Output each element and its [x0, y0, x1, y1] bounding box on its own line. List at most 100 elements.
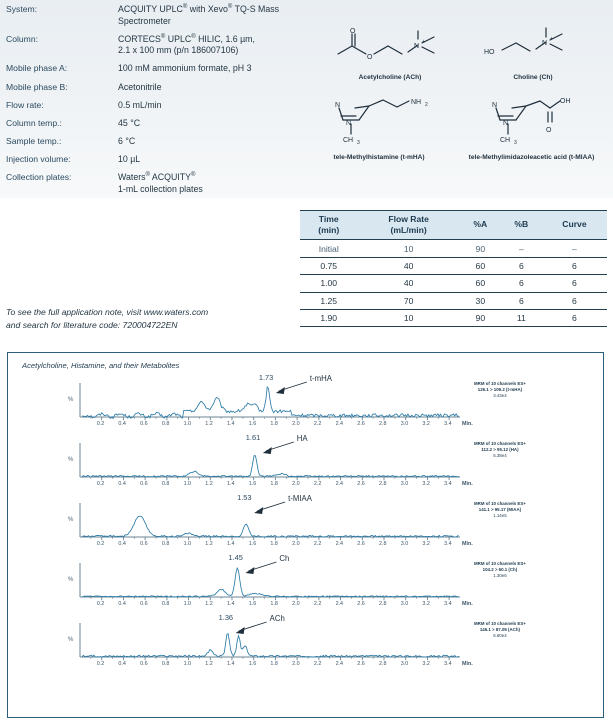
trace-plot-svg	[79, 381, 460, 421]
svg-text:OH: OH	[560, 98, 571, 105]
peak-retention-time-label: 1.73	[258, 373, 274, 382]
mrm-annotation-line: MRM of 10 channels ES+	[474, 561, 526, 566]
parameter-row: Injection volume: 10 µL	[6, 154, 306, 166]
x-axis-tick-label: 2.0	[292, 661, 300, 667]
x-axis-tick-label: 3.2	[422, 661, 430, 667]
x-axis-tick-label: 2.4	[335, 421, 344, 427]
x-axis-tick-label: 1.6	[248, 601, 257, 607]
parameters-list: System: ACQUITY UPLC® with Xevo® TQ-S Mas…	[6, 4, 306, 202]
parameter-row: Column: CORTECS® UPLC® HILIC, 1.6 µm, 2.1 …	[6, 34, 306, 57]
parameter-label: Mobile phase A:	[6, 63, 68, 74]
table-row: Initial 10 90– –	[300, 239, 607, 258]
column-header: Flow Rate (mL/min)	[357, 209, 460, 241]
x-axis-tick-label: 3.2	[422, 601, 430, 607]
svg-text:2: 2	[425, 102, 428, 108]
svg-text:+: +	[550, 36, 553, 42]
table-cell: 6	[541, 257, 607, 276]
trace-plot-svg	[79, 501, 460, 541]
structure-choline: HO N + Choline (Ch)	[468, 26, 598, 84]
parameter-label: Mobile phase B:	[6, 81, 68, 92]
peak-retention-time-label: 1.61	[245, 433, 261, 442]
table-cell: 70	[357, 292, 460, 310]
chromatogram-trace: % 1.73 t-mHA 0.2 0.4 0.6 0.8 1.0 1.2 1.4 1.6 1.8 2.0…	[8, 371, 605, 431]
x-axis-tick-label: 0.2	[96, 421, 105, 427]
choline-skeletal-icon: HO N +	[484, 27, 563, 56]
x-axis-tick-label: 0.4	[118, 421, 126, 427]
chemical-structures-group: O O N + Acetylcholine (ACh) HO N	[300, 22, 613, 177]
x-axis-tick-label: 2.8	[379, 541, 387, 547]
y-axis-label: %	[68, 577, 74, 583]
y-axis-label: %	[68, 517, 74, 523]
column-header-unit: (min)	[318, 224, 340, 235]
annotation-arrow-icon	[235, 627, 245, 634]
mrm-annotation-line: 141.1 > 95.17 (MIAA)	[478, 506, 522, 512]
compound-label: Ch	[279, 554, 290, 563]
parameter-value-line-1: CORTECS® UPLC® HILIC, 1.6 µm,	[118, 33, 255, 44]
trace-line	[82, 386, 459, 419]
x-axis-tick-label: 2.8	[379, 421, 387, 427]
x-axis-tick-label: 3.2	[422, 421, 430, 427]
annotation-arrow-icon	[262, 447, 272, 454]
x-axis-tick-label: 2.2	[313, 661, 322, 667]
x-axis-tick-label: 1.6	[248, 661, 257, 667]
column-header: %A	[459, 209, 501, 241]
y-axis-label: %	[68, 637, 74, 643]
parameter-value: 45 °C	[118, 118, 140, 130]
x-axis-tick-label: 0.2	[96, 541, 105, 547]
x-axis-tick-label: 3.0	[400, 481, 409, 487]
registered-mark: ®	[182, 4, 188, 11]
x-axis-tick-label: 1.8	[270, 421, 278, 427]
table-cell: 0.75	[300, 257, 358, 276]
x-axis-tick-label: 1.2	[205, 601, 213, 607]
x-axis-tick-label: 0.6	[140, 541, 148, 547]
gradient-table-body: Initial 10 90– –0.75 40 60 6 6 1.00 40 60 6 6 1.25 70 3…	[300, 239, 607, 328]
x-axis-tick-label: 0.8	[161, 481, 170, 487]
chromatogram-trace: % 1.61 HA 0.2 0.4 0.6 0.8 1.0 1.2 1.4 1.6 1.8 2.0 2.2…	[8, 431, 605, 491]
x-axis-tick-label: 1.8	[270, 481, 278, 487]
column-header-title: %B	[514, 219, 529, 230]
peak-retention-time-label: 1.45	[228, 553, 243, 562]
svg-text:CH: CH	[343, 137, 353, 144]
mrm-annotation-line: 6.60e4	[493, 632, 507, 638]
x-axis-unit-label: Min.	[462, 661, 473, 667]
parameter-value-line-1: ACQUITY UPLC® with Xevo® TQ-S Mass Spect…	[118, 4, 280, 26]
mrm-channel-annotation: MRM of 10 channels ES+ 126.1 > 109.2 (t-m…	[474, 381, 526, 398]
x-axis-tick-label: 2.0	[292, 481, 300, 487]
trace-line	[81, 455, 459, 478]
table-cell: 60	[459, 257, 501, 276]
x-axis-tick-label: 1.2	[205, 541, 213, 547]
x-axis-tick-label: 0.2	[96, 601, 105, 607]
x-axis-tick-label: 0.6	[140, 601, 148, 607]
table-cell: 1.25	[300, 292, 358, 310]
table-cell: 90	[459, 239, 501, 258]
x-axis-tick-label: 0.4	[118, 481, 126, 487]
x-axis-tick-label: 0.6	[140, 661, 148, 667]
parameter-value-line-1: 10 µL	[118, 153, 141, 164]
svg-text:N: N	[542, 40, 547, 47]
registered-mark: ®	[145, 172, 150, 179]
x-axis-tick-label: 1.0	[183, 421, 192, 427]
x-axis-tick-label: 1.4	[227, 481, 235, 487]
mrm-annotation-line: 5.38e4	[493, 452, 507, 458]
compound-label: t-MIAA	[288, 494, 312, 503]
parameter-row: System: ACQUITY UPLC® with Xevo® TQ-S Mas…	[6, 4, 306, 27]
compound-label: HA	[296, 434, 308, 443]
x-axis-tick-label: 3.4	[444, 661, 452, 667]
table-row: 1.90 10 90 11 6	[300, 309, 607, 328]
parameter-value-line-1: 45 °C	[118, 117, 141, 128]
x-axis-tick-label: 2.4	[335, 541, 344, 547]
parameter-value: 100 mM ammonium formate, pH 3	[118, 63, 251, 75]
x-axis-tick-label: 1.2	[205, 481, 213, 487]
column-header-title: Time	[318, 214, 339, 224]
x-axis-tick-label: 1.0	[183, 601, 192, 607]
trace-plot-svg	[79, 441, 460, 481]
x-axis-tick-label: 2.8	[379, 601, 387, 607]
x-axis-tick-label: 3.4	[444, 601, 452, 607]
parameter-value: CORTECS® UPLC® HILIC, 1.6 µm, 2.1 x 100 m…	[118, 34, 255, 57]
x-axis-tick-label: 0.8	[161, 541, 170, 547]
svg-text:+: +	[422, 39, 425, 45]
column-header: %B	[500, 209, 542, 241]
table-cell: 6	[500, 274, 542, 293]
trace-line	[82, 515, 459, 538]
x-axis-tick-label: 0.6	[140, 421, 148, 427]
